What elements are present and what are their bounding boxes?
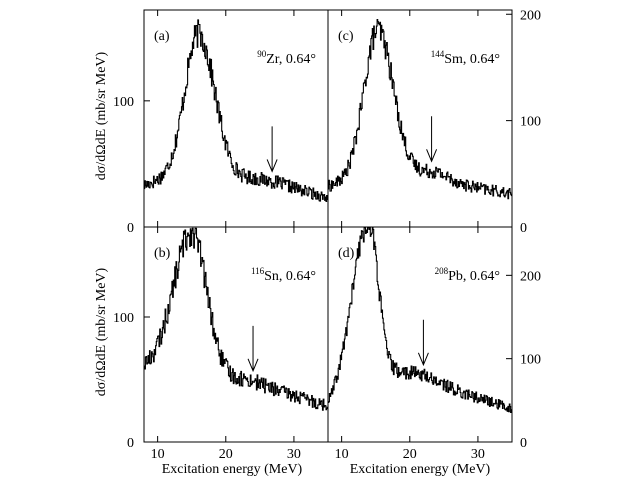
element-d: Pb, 0.64° [448, 269, 500, 284]
x-axis-title-left: Excitation energy (MeV) [162, 462, 303, 477]
panel-title-c: 144Sm, 0.64° [431, 49, 500, 67]
element-c: Sm, 0.64° [444, 52, 500, 67]
panel-a: 0 100 (a) 90Zr, 0.64° [113, 9, 329, 236]
spectrum-trace-a [144, 19, 328, 203]
y-tick-label-d-200: 200 [520, 269, 541, 284]
y-tick-label-c-0: 0 [520, 221, 527, 236]
panel-tag-b: (b) [154, 246, 171, 261]
panel-frame-a [143, 9, 329, 228]
element-b: Sn, 0.64° [264, 269, 316, 284]
panel-title-b: 116Sn, 0.64° [251, 266, 316, 284]
arrow-a [266, 126, 278, 173]
spectrum-trace-d [328, 227, 512, 414]
panel-c: 0 100 200 (c) 144Sm, 0.64° [327, 8, 541, 236]
y-tick-label-c-200: 200 [520, 8, 541, 23]
spectrum-trace-c [328, 18, 512, 200]
panel-d: 10 20 30 0 100 200 (d) 208Pb, 0.64° [327, 226, 541, 462]
arrow-c [426, 116, 438, 163]
x-tick-label-d-20: 20 [403, 447, 417, 462]
panel-tag-d: (d) [338, 246, 355, 261]
arrow-b [247, 325, 259, 373]
mass-number-b: 116 [251, 266, 265, 276]
panel-title-a: 90Zr, 0.64° [257, 49, 316, 67]
spectrum-trace-b [144, 227, 328, 411]
panel-frame-b [143, 226, 329, 443]
element-a: Zr, 0.64° [266, 52, 316, 67]
panel-tag-a: (a) [154, 29, 170, 44]
y-tick-label-b-0: 0 [127, 436, 134, 451]
y-axis-title-top: dσ/dΩdE (mb/sr MeV) [94, 51, 109, 180]
x-axis-title-right: Excitation energy (MeV) [350, 462, 491, 477]
y-tick-label-d-100: 100 [520, 353, 541, 368]
y-tick-label-c-100: 100 [520, 115, 541, 130]
x-tick-label-b-30: 30 [287, 447, 301, 462]
x-tick-label-b-20: 20 [219, 447, 233, 462]
y-axis-title-bottom: dσ/dΩdE (mb/sr MeV) [94, 267, 109, 396]
arrow-d [417, 319, 429, 367]
y-tick-label-a-0: 0 [127, 221, 134, 236]
y-tick-label-a-100: 100 [113, 95, 134, 110]
x-tick-label-d-10: 10 [335, 447, 349, 462]
panel-tag-c: (c) [338, 29, 354, 44]
panel-b: 10 20 30 0 100 (b) 116Sn, 0.64° [113, 226, 329, 462]
panel-frame-d [327, 226, 513, 443]
mass-number-a: 90 [257, 49, 267, 59]
mass-number-d: 208 [435, 266, 449, 276]
y-tick-label-d-0: 0 [520, 436, 527, 451]
panel-title-d: 208Pb, 0.64° [435, 266, 500, 284]
x-tick-label-b-10: 10 [151, 447, 165, 462]
y-tick-label-b-100: 100 [113, 311, 134, 326]
mass-number-c: 144 [431, 49, 445, 59]
x-tick-label-d-30: 30 [471, 447, 485, 462]
